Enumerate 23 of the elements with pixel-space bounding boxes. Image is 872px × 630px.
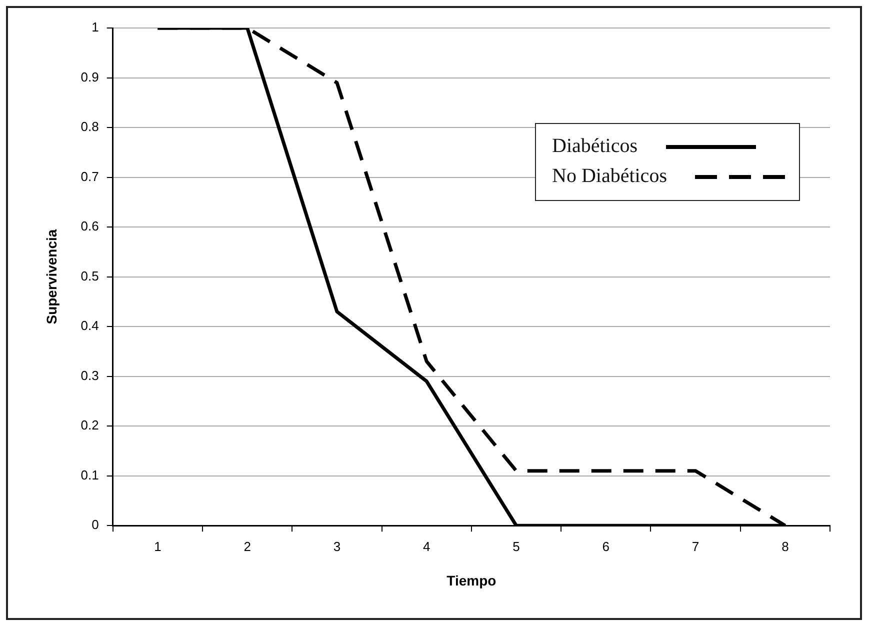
legend-label: No Diabéticos: [552, 165, 667, 188]
y-tick-label: 0.9: [80, 69, 99, 84]
x-tick-label: 6: [602, 538, 610, 554]
y-tick-label: 0.6: [80, 218, 99, 234]
y-tick-label: 0.8: [80, 119, 99, 134]
y-tick-label: 1: [92, 20, 99, 35]
x-tick-label: 2: [244, 538, 251, 554]
x-tick-label: 1: [154, 538, 162, 554]
x-tick-label: 5: [512, 538, 520, 554]
y-tick-label: 0.7: [80, 168, 99, 184]
y-axis-title: Supervivencia: [43, 229, 60, 324]
y-tick-label: 0.4: [80, 318, 99, 334]
x-tick-label: 8: [782, 538, 789, 554]
y-tick-label: 0.2: [80, 418, 99, 433]
x-tick-label: 3: [333, 538, 341, 554]
legend-label: Diabéticos: [552, 135, 638, 158]
x-axis-title: Tiempo: [446, 572, 496, 588]
y-tick-label: 0.1: [80, 467, 99, 482]
x-tick-label: 4: [423, 538, 430, 554]
x-tick-label: 7: [692, 538, 700, 554]
y-tick-label: 0.3: [80, 368, 99, 383]
y-tick-label: 0: [92, 517, 99, 532]
y-tick-label: 0.5: [80, 268, 99, 284]
